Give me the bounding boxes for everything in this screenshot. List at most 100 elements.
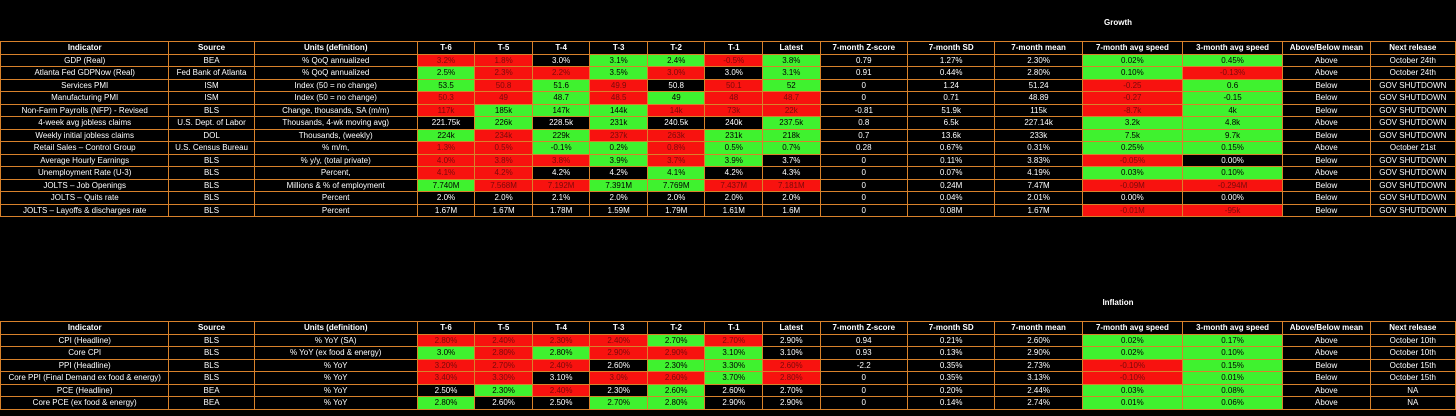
cell-source: U.S. Dept. of Labor bbox=[168, 116, 255, 130]
cell-t4: 2.40% bbox=[531, 358, 591, 372]
cell-avg-speed-3m: -0.13% bbox=[1181, 66, 1284, 80]
table-row: Core CPI BLS% YoY (ex food & energy) 3.0% 2… bbox=[0, 346, 1456, 360]
cell-next-release: October 24th bbox=[1369, 53, 1456, 67]
cell-zscore: 0 bbox=[819, 383, 908, 397]
column-header-t6: T-6 bbox=[416, 41, 476, 55]
cell-sd: 0.08M bbox=[906, 203, 996, 217]
cell-zscore: 0.94 bbox=[819, 333, 908, 347]
cell-t2: 2.60% bbox=[646, 371, 706, 385]
cell-zscore: -0.81 bbox=[819, 103, 908, 117]
cell-t6: 3.20% bbox=[416, 358, 476, 372]
cell-mean: 115k bbox=[994, 103, 1083, 117]
cell-zscore: 0 bbox=[819, 78, 908, 92]
cell-avg-speed-7m: -8.7k bbox=[1081, 103, 1183, 117]
cell-sd: 0.20% bbox=[906, 383, 996, 397]
cell-t6: 2.80% bbox=[416, 333, 476, 347]
cell-sd: 0.14% bbox=[906, 396, 996, 410]
table-row: CPI (Headline) BLS% YoY (SA) 2.80% 2.40% 2.3… bbox=[0, 333, 1456, 347]
cell-latest: 3.10% bbox=[762, 346, 821, 360]
cell-mean: 2.01% bbox=[994, 191, 1083, 205]
column-header-units: Units (definition) bbox=[253, 321, 418, 335]
column-header-t1: T-1 bbox=[704, 321, 764, 335]
cell-zscore: 0 bbox=[819, 191, 908, 205]
cell-mean: 2.80% bbox=[994, 66, 1083, 80]
cell-source: BLS bbox=[168, 153, 255, 167]
cell-t4: 3.0% bbox=[531, 53, 591, 67]
cell-t6: 3.2% bbox=[416, 53, 476, 67]
cell-units: % YoY (ex food & energy) bbox=[253, 346, 418, 360]
table-row: Core PCE (ex food & energy) BEA% YoY 2.80%… bbox=[0, 396, 1456, 410]
cell-latest: 2.90% bbox=[762, 396, 821, 410]
cell-indicator: Core PPI (Final Demand ex food & energy) bbox=[0, 371, 170, 385]
cell-units: Index (50 = no change) bbox=[253, 78, 418, 92]
table-row: JOLTS – Quits rate BLS Percent 2.0% 2.0% 2.1%… bbox=[0, 191, 1456, 205]
cell-mean: 2.30% bbox=[994, 53, 1083, 67]
cell-t1: 3.10% bbox=[704, 346, 764, 360]
cell-latest: 7.181M bbox=[762, 178, 821, 192]
cell-mean: 4.19% bbox=[994, 166, 1083, 180]
cell-next-release: October 15th bbox=[1369, 358, 1456, 372]
column-header-avg-speed-3m: 3-month avg speed bbox=[1181, 321, 1284, 335]
column-header-indicator: Indicator bbox=[0, 41, 170, 55]
cell-latest: 2.80% bbox=[762, 371, 821, 385]
cell-t1: 3.9% bbox=[704, 153, 764, 167]
cell-t3: 2.40% bbox=[589, 333, 648, 347]
cell-above-below: Below bbox=[1282, 178, 1371, 192]
cell-t1: 2.60% bbox=[704, 383, 764, 397]
column-header-t6: T-6 bbox=[416, 321, 476, 335]
cell-t3: 0.2% bbox=[589, 141, 648, 155]
cell-avg-speed-7m: 0.03% bbox=[1081, 166, 1183, 180]
table-row: Average Hourly Earnings BLS% y/y, (total … bbox=[0, 153, 1456, 167]
cell-units: Millions & % of employment bbox=[253, 178, 418, 192]
cell-above-below: Above bbox=[1282, 166, 1371, 180]
cell-above-below: Above bbox=[1282, 66, 1371, 80]
cell-units: Change, thousands, SA (m/m) bbox=[253, 103, 418, 117]
cell-mean: 2.74% bbox=[994, 396, 1083, 410]
cell-source: BEA bbox=[168, 53, 255, 67]
cell-t2: 240.5k bbox=[646, 116, 706, 130]
cell-latest: 4.3% bbox=[762, 166, 821, 180]
cell-source: Fed Bank of Atlanta bbox=[168, 66, 255, 80]
cell-t3: 1.59M bbox=[589, 203, 648, 217]
cell-indicator: Atlanta Fed GDPNow (Real) bbox=[0, 66, 170, 80]
cell-indicator: Unemployment Rate (U-3) bbox=[0, 166, 170, 180]
cell-avg-speed-7m: 3.2k bbox=[1081, 116, 1183, 130]
cell-t4: 2.80% bbox=[531, 346, 591, 360]
cell-units: % YoY bbox=[253, 358, 418, 372]
cell-source: BLS bbox=[168, 191, 255, 205]
column-header-sd: 7-month SD bbox=[906, 41, 996, 55]
cell-sd: 0.11% bbox=[906, 153, 996, 167]
cell-latest: 218k bbox=[762, 128, 821, 142]
cell-t1: 7.437M bbox=[704, 178, 764, 192]
cell-mean: 2.90% bbox=[994, 346, 1083, 360]
cell-latest: 2.90% bbox=[762, 333, 821, 347]
cell-t5: 1.67M bbox=[474, 203, 533, 217]
cell-avg-speed-3m: -0.15 bbox=[1181, 91, 1284, 105]
cell-zscore: 0.28 bbox=[819, 141, 908, 155]
cell-zscore: 0 bbox=[819, 396, 908, 410]
cell-t3: 48.5 bbox=[589, 91, 648, 105]
cell-t5: 0.5% bbox=[474, 141, 533, 155]
cell-source: U.S. Census Bureau bbox=[168, 141, 255, 155]
cell-zscore: 0 bbox=[819, 178, 908, 192]
cell-t4: 2.1% bbox=[531, 191, 591, 205]
cell-sd: 13.6k bbox=[906, 128, 996, 142]
cell-next-release: NA bbox=[1369, 383, 1456, 397]
cell-t5: 226k bbox=[474, 116, 533, 130]
cell-indicator: Manufacturing PMI bbox=[0, 91, 170, 105]
cell-t2: 0.8% bbox=[646, 141, 706, 155]
cell-t1: 2.70% bbox=[704, 333, 764, 347]
cell-avg-speed-3m: 0.01% bbox=[1181, 371, 1284, 385]
cell-t4: 2.50% bbox=[531, 396, 591, 410]
cell-t3: 231k bbox=[589, 116, 648, 130]
cell-avg-speed-7m: 0.03% bbox=[1081, 383, 1183, 397]
cell-t2: 7.769M bbox=[646, 178, 706, 192]
cell-units: % y/y, (total private) bbox=[253, 153, 418, 167]
cell-mean: 7.47M bbox=[994, 178, 1083, 192]
cell-next-release: GOV SHUTDOWN bbox=[1369, 128, 1456, 142]
table-row: JOLTS – Job Openings BLS Millions & % of e… bbox=[0, 178, 1456, 192]
cell-avg-speed-7m: 0.01% bbox=[1081, 396, 1183, 410]
cell-mean: 51.24 bbox=[994, 78, 1083, 92]
cell-t2: 2.60% bbox=[646, 383, 706, 397]
cell-indicator: Services PMI bbox=[0, 78, 170, 92]
